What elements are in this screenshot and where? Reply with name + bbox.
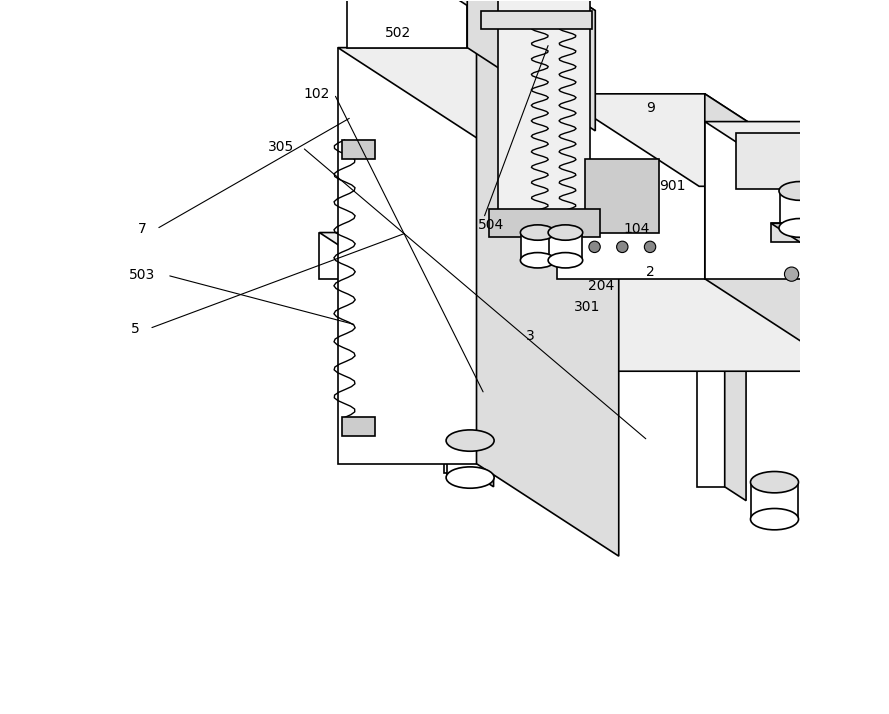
Polygon shape: [705, 94, 847, 371]
Polygon shape: [319, 233, 889, 371]
Polygon shape: [549, 233, 582, 261]
Polygon shape: [342, 418, 375, 436]
Text: 301: 301: [573, 300, 600, 314]
Polygon shape: [557, 94, 847, 186]
Circle shape: [645, 241, 656, 253]
Polygon shape: [557, 94, 705, 278]
Polygon shape: [771, 223, 889, 242]
Text: 2: 2: [646, 265, 655, 278]
Polygon shape: [347, 0, 596, 11]
Text: 104: 104: [623, 222, 650, 236]
Polygon shape: [850, 325, 889, 353]
Polygon shape: [869, 353, 889, 418]
Ellipse shape: [549, 225, 582, 240]
Ellipse shape: [549, 253, 582, 268]
Ellipse shape: [520, 225, 555, 240]
Text: 502: 502: [385, 26, 412, 41]
Text: 102: 102: [303, 87, 330, 101]
Circle shape: [589, 241, 600, 253]
Polygon shape: [447, 441, 493, 478]
Polygon shape: [521, 233, 555, 261]
Text: 503: 503: [129, 268, 156, 282]
Polygon shape: [342, 140, 375, 159]
Polygon shape: [869, 353, 889, 422]
Polygon shape: [347, 0, 468, 48]
Polygon shape: [736, 133, 856, 188]
Polygon shape: [725, 302, 746, 501]
Polygon shape: [697, 302, 725, 487]
Text: 204: 204: [588, 279, 614, 293]
Polygon shape: [444, 288, 472, 473]
Text: 5: 5: [131, 321, 140, 336]
Circle shape: [844, 256, 861, 273]
Ellipse shape: [750, 508, 798, 530]
Polygon shape: [472, 288, 493, 487]
Polygon shape: [338, 48, 619, 140]
Text: 7: 7: [138, 222, 147, 236]
Polygon shape: [885, 362, 889, 422]
Ellipse shape: [520, 253, 555, 268]
Ellipse shape: [446, 430, 494, 451]
Text: 305: 305: [268, 140, 294, 154]
Polygon shape: [319, 233, 846, 278]
Polygon shape: [338, 48, 477, 463]
Text: 901: 901: [659, 179, 685, 193]
Circle shape: [617, 241, 628, 253]
Polygon shape: [585, 159, 660, 233]
Polygon shape: [771, 223, 889, 256]
Polygon shape: [489, 209, 599, 237]
Polygon shape: [705, 121, 871, 278]
Text: 3: 3: [525, 328, 534, 343]
Ellipse shape: [779, 181, 821, 201]
Circle shape: [784, 267, 798, 281]
Polygon shape: [846, 233, 889, 418]
Polygon shape: [705, 121, 889, 205]
Polygon shape: [482, 11, 592, 29]
Polygon shape: [780, 191, 821, 228]
Polygon shape: [468, 0, 596, 131]
Ellipse shape: [826, 512, 879, 536]
Polygon shape: [827, 478, 878, 524]
Text: 504: 504: [477, 218, 504, 233]
Ellipse shape: [446, 467, 494, 488]
Ellipse shape: [779, 218, 821, 237]
Polygon shape: [871, 121, 889, 362]
Ellipse shape: [750, 471, 798, 493]
Ellipse shape: [826, 466, 879, 490]
Text: 9: 9: [646, 101, 655, 115]
Polygon shape: [477, 48, 619, 556]
Polygon shape: [751, 482, 797, 519]
Polygon shape: [498, 0, 590, 218]
